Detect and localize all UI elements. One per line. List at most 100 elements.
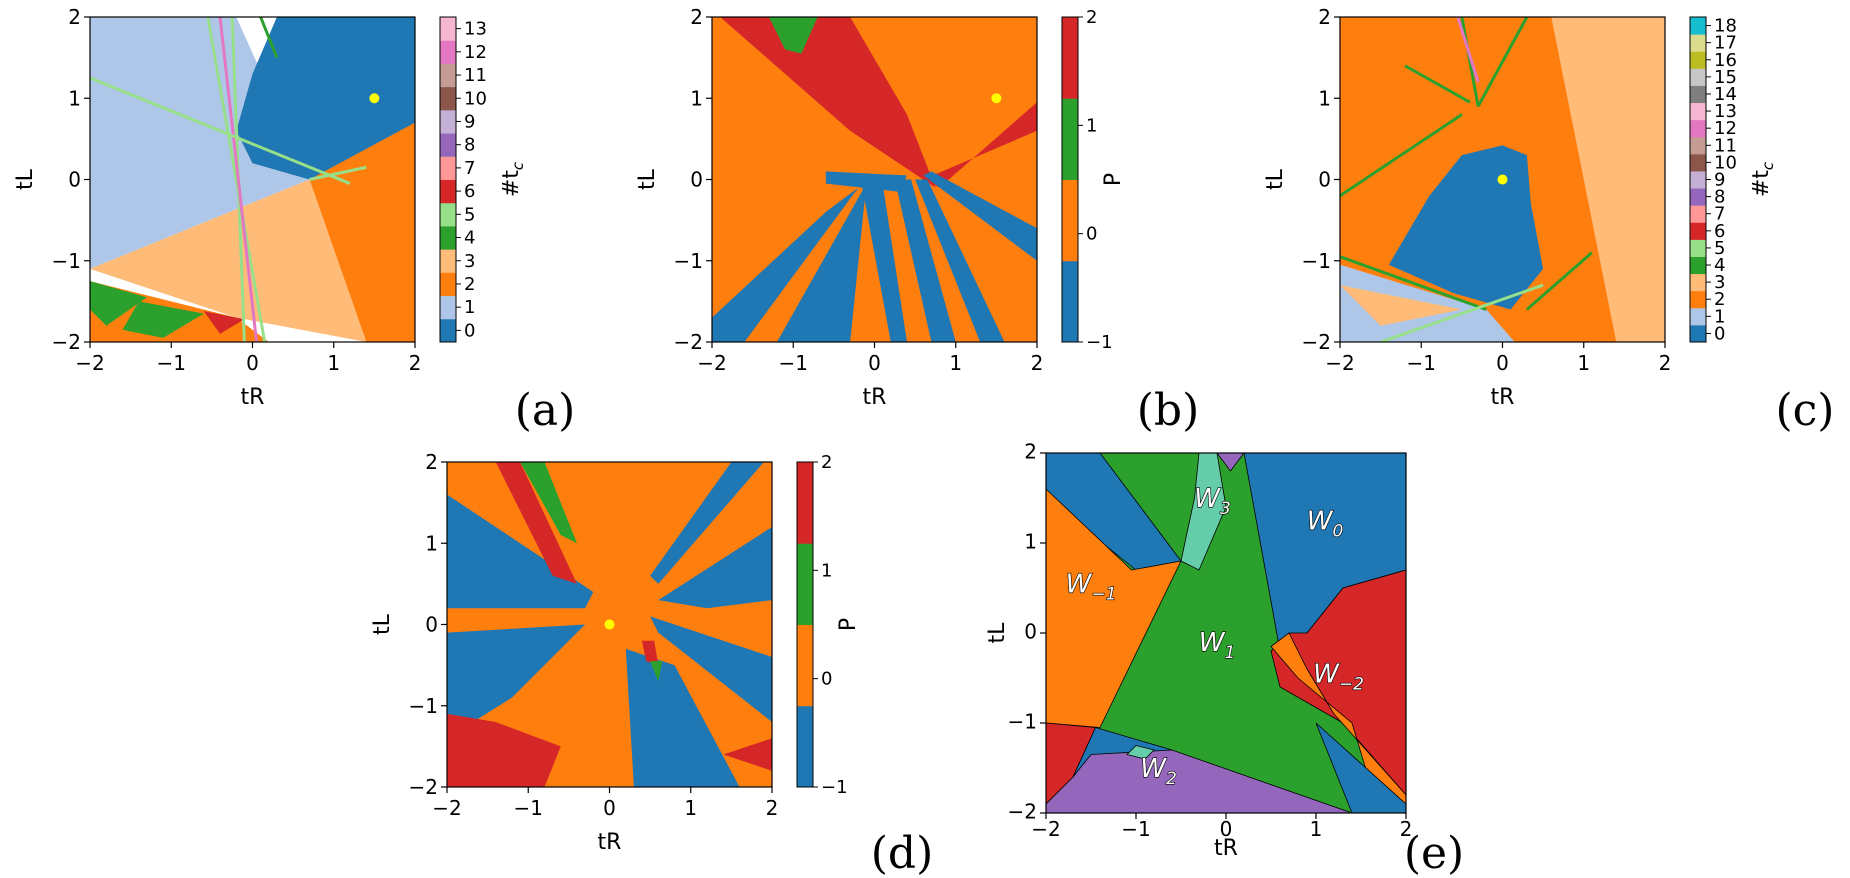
colorbar-tick-label: 10 <box>1714 152 1737 173</box>
colorbar-tick-label: 1 <box>464 297 475 318</box>
y-axis-label: tL <box>1263 168 1288 190</box>
region-6 <box>650 462 764 584</box>
panel-a-chart: −2 −1 0 1 2−2−1012tRtL012345678910111213#tc(… <box>13 5 575 436</box>
colorbar-tick-label: 13 <box>1714 101 1737 122</box>
y-tick-label: −1 <box>1008 709 1037 733</box>
plot-area <box>1340 17 1665 342</box>
colorbar-swatch <box>1690 188 1706 206</box>
region-7 <box>447 713 561 787</box>
colorbar-label: #tc <box>499 161 527 197</box>
region-1 <box>720 17 936 188</box>
marker-point <box>1497 174 1508 185</box>
y-tick-label: 2 <box>1024 439 1037 463</box>
plot-area <box>90 17 415 342</box>
y-axis-label: tL <box>985 622 1010 644</box>
x-tick-label: 1 <box>1577 351 1590 375</box>
region-9 <box>520 462 577 544</box>
colorbar-swatch <box>440 179 456 204</box>
region-1 <box>447 494 594 609</box>
x-tick-label: −1 <box>1121 817 1150 841</box>
region-4 <box>1388 145 1544 310</box>
x-tick-label: −2 <box>75 351 104 375</box>
region-5 <box>777 183 867 342</box>
x-tick-label: 0 <box>868 351 881 375</box>
colorbar-tick-label: 11 <box>1714 135 1737 156</box>
x-tick-label: 2 <box>1659 351 1672 375</box>
colorbar-tick-label: 9 <box>464 111 475 132</box>
colorbar-swatch <box>1690 324 1706 343</box>
colorbar: −1 0 1 2 P <box>796 452 861 798</box>
x-tick-label: −1 <box>157 351 186 375</box>
x-axis-label: tR <box>598 830 622 855</box>
y-tick-label: 2 <box>1318 5 1331 29</box>
region-10 <box>1180 453 1227 571</box>
colorbar-tick-label: 2 <box>1714 289 1725 310</box>
region-1 <box>1551 17 1665 342</box>
x-axis-label: tR <box>241 385 265 410</box>
streak-2 <box>218 17 259 342</box>
region-label-3: W1 <box>1199 628 1236 663</box>
x-tick-label: 1 <box>684 796 697 820</box>
colorbar-swatch <box>440 249 456 273</box>
x-tick-label: 1 <box>1310 817 1323 841</box>
y-tick-label: 1 <box>425 531 438 555</box>
streak-2 <box>1404 64 1471 104</box>
streak-4 <box>259 17 279 59</box>
colorbar-tick-label: 4 <box>464 228 475 249</box>
panel-letter: (b) <box>1137 385 1200 436</box>
colorbar-swatch <box>1690 34 1706 52</box>
region-7 <box>203 311 245 334</box>
colorbar-tick-label: 2 <box>464 274 475 295</box>
region-3 <box>625 648 740 787</box>
panel-e-chart: W3 W0 W−1 W1 W−2 W2 −2 −1 0 1 2 −2 −1 0 1 2 tR tL (e) <box>985 439 1464 878</box>
colorbar-tick-label: 8 <box>464 135 475 156</box>
colorbar-swatch <box>1690 17 1706 35</box>
panel-letter: (c) <box>1776 385 1835 436</box>
marker-point <box>604 619 615 630</box>
colorbar-swatch <box>1062 98 1078 180</box>
x-tick-label: −2 <box>432 796 461 820</box>
y-tick-label: 2 <box>425 450 438 474</box>
region-7 <box>894 179 956 342</box>
y-axis-label: tL <box>13 168 38 190</box>
colorbar-label: P <box>836 618 861 631</box>
colorbar-tick-label: 3 <box>464 251 475 272</box>
x-tick-label: 0 <box>1496 351 1509 375</box>
y-tick-label: 0 <box>68 168 81 192</box>
marker-point <box>991 93 1002 104</box>
colorbar-swatch <box>1690 102 1706 121</box>
region-5 <box>1270 632 1406 813</box>
region-label-1: W0 <box>1307 507 1344 542</box>
colorbar-swatch <box>440 295 456 320</box>
colorbar-tick-label: 7 <box>1714 204 1725 225</box>
region-5 <box>90 281 147 326</box>
region-12 <box>1126 745 1155 760</box>
colorbar-frame <box>796 461 814 788</box>
colorbar-frame <box>439 16 457 343</box>
x-tick-label: −2 <box>697 351 726 375</box>
y-tick-label: −1 <box>1302 249 1331 273</box>
colorbar-tick-label: 16 <box>1714 50 1737 71</box>
colorbar-swatch <box>1690 222 1706 240</box>
plot-area <box>447 462 772 787</box>
x-tick-label: −1 <box>514 796 543 820</box>
colorbar-tick-label: 8 <box>1714 187 1725 208</box>
colorbar-tick-label: −1 <box>821 777 848 798</box>
region-8 <box>915 179 1005 342</box>
x-tick-label: 2 <box>1031 351 1044 375</box>
region-3 <box>90 179 367 342</box>
colorbar-swatch <box>797 705 813 788</box>
x-tick-label: 1 <box>327 351 340 375</box>
x-axis-label: tR <box>1214 836 1238 861</box>
region-label-0: W3 <box>1194 484 1231 519</box>
colorbar-tick-label: 9 <box>1714 170 1725 191</box>
region-2 <box>1046 488 1182 728</box>
colorbar-tick-label: 12 <box>464 42 487 63</box>
colorbar-swatch <box>1062 260 1078 343</box>
streak-5 <box>309 165 367 181</box>
panel-letter: (d) <box>871 828 934 878</box>
colorbar-swatch <box>797 624 813 707</box>
colorbar-tick-label: 5 <box>1714 238 1725 259</box>
